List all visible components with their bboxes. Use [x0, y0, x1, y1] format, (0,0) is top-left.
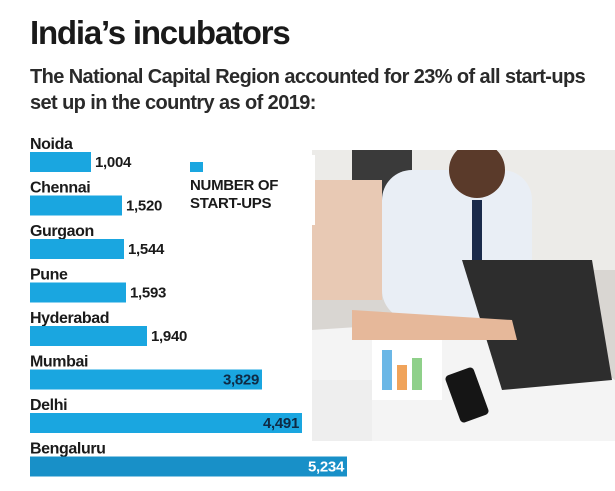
value-label-chennai: 1,520 — [126, 198, 162, 215]
bar-noida — [30, 152, 91, 172]
value-label-noida: 1,004 — [95, 154, 132, 171]
category-label-noida: Noida — [30, 136, 73, 153]
value-label-delhi: 4,491 — [263, 415, 299, 432]
category-label-pune: Pune — [30, 267, 68, 284]
bar-mumbai — [30, 369, 262, 390]
category-label-bengaluru: Bengaluru — [30, 441, 106, 458]
value-label-bengaluru: 5,234 — [308, 459, 345, 476]
legend-swatch — [190, 162, 203, 172]
bar-bengaluru — [30, 456, 347, 477]
bar-hyderabad — [30, 326, 147, 346]
chart-title: India’s incubators — [30, 14, 291, 51]
chart-subtitle: The National Capital Region accounted fo… — [30, 66, 586, 114]
office-photo — [312, 150, 615, 441]
value-label-gurgaon: 1,544 — [128, 241, 165, 258]
category-label-gurgaon: Gurgaon — [30, 223, 94, 240]
bar-delhi — [30, 413, 302, 433]
bar-pune — [30, 282, 126, 303]
category-label-delhi: Delhi — [30, 397, 67, 414]
legend-label: NUMBER OF START-UPS — [190, 177, 279, 212]
value-label-mumbai: 3,829 — [223, 372, 259, 389]
bar-gurgaon — [30, 239, 124, 259]
category-label-hyderabad: Hyderabad — [30, 310, 109, 327]
bar-chennai — [30, 195, 122, 216]
category-label-mumbai: Mumbai — [30, 354, 88, 371]
value-label-pune: 1,593 — [130, 285, 166, 302]
category-label-chennai: Chennai — [30, 180, 90, 197]
chart-legend: NUMBER OF START-UPS — [180, 155, 315, 225]
value-label-hyderabad: 1,940 — [151, 328, 187, 345]
